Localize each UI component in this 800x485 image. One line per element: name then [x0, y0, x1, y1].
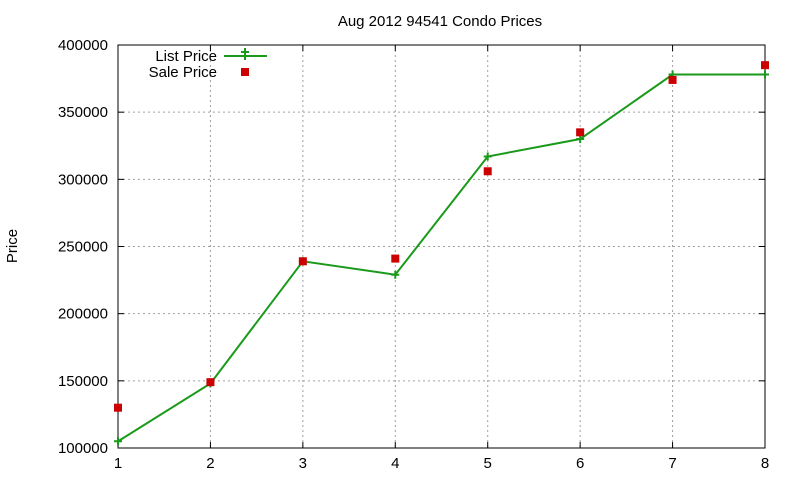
axis-ticks: 1 2 3 4 5 6 7 8 100000 150000 200000 250000 300000 35… [58, 37, 769, 472]
legend-label-sale-price: Sale Price [149, 64, 217, 81]
series-layer [114, 61, 769, 446]
y-tick-label: 100000 [58, 440, 108, 457]
x-tick-label: 4 [391, 455, 399, 472]
x-tick-label: 8 [761, 455, 769, 472]
x-tick-label: 1 [114, 455, 122, 472]
list-price-point [761, 70, 769, 79]
list-price-point [576, 135, 585, 144]
y-tick-label: 300000 [58, 171, 108, 188]
legend-marker-list-price [241, 48, 249, 60]
y-axis-label: Price [4, 229, 21, 263]
x-tick-label: 3 [299, 455, 307, 472]
legend-marker-sale-price [241, 68, 249, 76]
y-tick-label: 150000 [58, 373, 108, 390]
sale-price-point [483, 167, 492, 176]
list-price-point [391, 270, 400, 279]
x-tick-label: 5 [484, 455, 492, 472]
sale-price-point [668, 75, 677, 84]
legend: List Price Sale Price [149, 48, 267, 81]
sale-price-point [761, 61, 769, 70]
sale-price-point [114, 403, 122, 412]
y-tick-label: 200000 [58, 306, 108, 323]
chart-title: Aug 2012 94541 Condo Prices [338, 13, 542, 30]
x-tick-label: 7 [668, 455, 676, 472]
series-line-list-price [117, 73, 765, 443]
y-tick-label: 400000 [58, 37, 108, 54]
sale-price-point [576, 128, 585, 137]
plot-frame [117, 44, 766, 449]
y-tick-label: 350000 [58, 104, 108, 121]
x-tick-label: 2 [206, 455, 214, 472]
sale-price-point [391, 254, 400, 263]
legend-label-list-price: List Price [155, 48, 217, 65]
list-price-point [483, 152, 492, 161]
y-tick-label: 250000 [58, 239, 108, 256]
list-price-point [114, 437, 122, 446]
sale-price-point [298, 257, 307, 266]
x-tick-label: 6 [576, 455, 584, 472]
sale-price-point [206, 378, 215, 387]
grid-lines [118, 45, 765, 448]
